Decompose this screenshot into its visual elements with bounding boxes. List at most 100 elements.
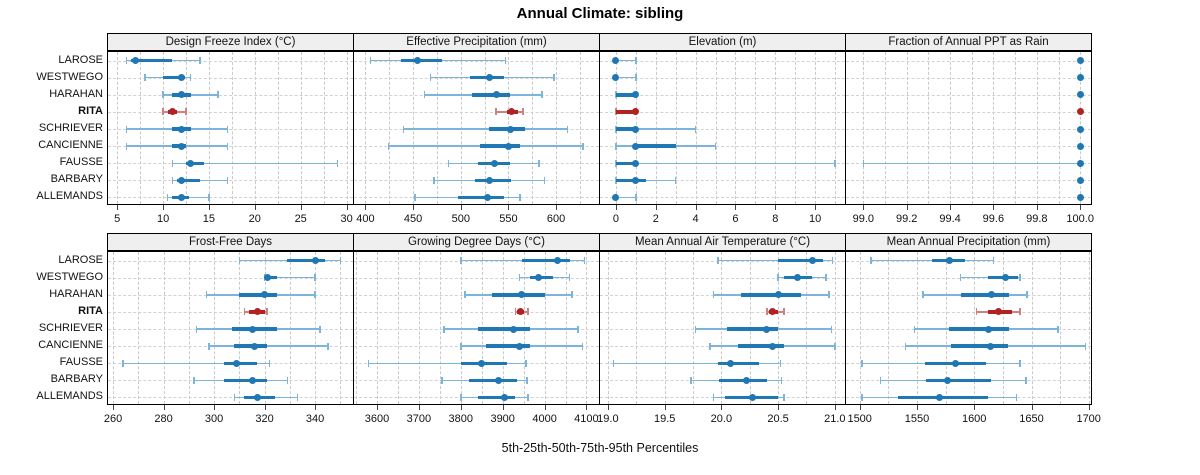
median-dot[interactable]: [248, 376, 256, 384]
axis-tick-label: 1600: [961, 413, 987, 425]
median-dot[interactable]: [774, 291, 782, 299]
whisker-cap: [870, 257, 872, 265]
median-dot[interactable]: [793, 274, 801, 282]
median-dot[interactable]: [253, 308, 261, 316]
median-dot[interactable]: [768, 342, 776, 350]
whisker-cap: [862, 159, 865, 167]
median-dot[interactable]: [1076, 193, 1084, 201]
whisker-cap: [527, 308, 529, 316]
median-dot[interactable]: [187, 159, 195, 167]
median-dot[interactable]: [414, 57, 422, 65]
median-dot[interactable]: [632, 176, 640, 184]
median-dot[interactable]: [726, 359, 734, 367]
median-dot[interactable]: [632, 142, 640, 150]
median-dot[interactable]: [944, 376, 952, 384]
axis-tick: [695, 205, 697, 210]
median-dot[interactable]: [945, 257, 953, 265]
vertical-gridline: [398, 252, 399, 404]
whisker-cap: [171, 159, 173, 167]
median-dot[interactable]: [484, 193, 491, 201]
median-dot[interactable]: [478, 359, 486, 367]
vertical-gridline: [586, 252, 588, 404]
median-dot[interactable]: [509, 325, 517, 333]
median-dot[interactable]: [612, 74, 620, 82]
vertical-gridline: [579, 52, 581, 204]
median-dot[interactable]: [1001, 274, 1009, 282]
median-dot[interactable]: [1076, 57, 1084, 65]
median-dot[interactable]: [177, 142, 185, 150]
median-dot[interactable]: [132, 57, 139, 65]
vertical-gridline: [835, 52, 836, 204]
median-dot[interactable]: [1076, 159, 1084, 167]
median-dot[interactable]: [534, 274, 542, 282]
axis-tick: [460, 205, 462, 210]
median-dot[interactable]: [233, 359, 241, 367]
median-dot[interactable]: [1076, 108, 1084, 116]
median-dot[interactable]: [952, 359, 960, 367]
median-dot[interactable]: [253, 393, 261, 401]
median-dot[interactable]: [632, 159, 640, 167]
median-dot[interactable]: [768, 308, 776, 316]
median-dot[interactable]: [1076, 176, 1084, 184]
median-dot[interactable]: [986, 342, 994, 350]
axis-tick-label: 99.2: [895, 213, 918, 225]
median-dot[interactable]: [490, 159, 498, 167]
median-dot[interactable]: [516, 308, 524, 316]
vertical-gridline: [163, 52, 165, 204]
median-dot[interactable]: [994, 308, 1002, 316]
median-dot[interactable]: [485, 74, 493, 82]
median-dot[interactable]: [248, 325, 256, 333]
median-dot[interactable]: [1076, 91, 1084, 99]
median-dot[interactable]: [506, 125, 514, 133]
median-dot[interactable]: [632, 91, 640, 99]
median-dot[interactable]: [168, 108, 176, 116]
median-dot[interactable]: [632, 108, 640, 116]
median-dot[interactable]: [177, 91, 185, 99]
median-dot[interactable]: [1076, 142, 1084, 150]
median-dot[interactable]: [261, 291, 269, 299]
median-dot[interactable]: [1076, 74, 1084, 82]
median-dot[interactable]: [612, 57, 620, 65]
interquartile-bar: [475, 178, 512, 183]
median-dot[interactable]: [263, 274, 271, 282]
whisker-cap: [233, 393, 235, 401]
median-dot[interactable]: [504, 142, 512, 150]
median-dot[interactable]: [936, 393, 944, 401]
median-dot[interactable]: [763, 325, 771, 333]
median-dot[interactable]: [177, 176, 185, 184]
median-dot[interactable]: [495, 376, 502, 384]
median-dot[interactable]: [507, 108, 515, 116]
median-dot[interactable]: [553, 257, 561, 265]
median-dot[interactable]: [311, 257, 319, 265]
axis-tick: [460, 405, 462, 410]
median-dot[interactable]: [485, 176, 493, 184]
median-dot[interactable]: [1076, 125, 1084, 133]
axis-tick: [413, 205, 415, 210]
horizontal-gridline: [108, 197, 353, 199]
median-dot[interactable]: [177, 74, 185, 82]
median-dot[interactable]: [632, 125, 640, 133]
median-dot[interactable]: [984, 325, 992, 333]
median-dot[interactable]: [808, 257, 816, 265]
median-dot[interactable]: [612, 193, 620, 201]
median-dot[interactable]: [742, 376, 750, 384]
median-dot[interactable]: [492, 91, 500, 99]
axis-tick: [974, 405, 976, 410]
axis-tick-label: 4100: [574, 413, 599, 425]
panel-strip: Effective Precipitation (mm): [353, 33, 600, 51]
vertical-gridline: [484, 52, 486, 204]
vertical-gridline: [806, 252, 808, 404]
whisker-cap: [1019, 308, 1021, 316]
median-dot[interactable]: [987, 291, 995, 299]
vertical-gridline: [917, 252, 918, 404]
median-dot[interactable]: [501, 393, 509, 401]
median-dot[interactable]: [251, 342, 258, 350]
median-dot[interactable]: [177, 125, 185, 133]
panel-plot-area: [107, 251, 354, 405]
median-dot[interactable]: [177, 193, 185, 201]
median-dot[interactable]: [515, 342, 523, 350]
panel-plot-area: [353, 51, 600, 205]
station-label-left-allemands: ALLEMANDS: [36, 190, 103, 203]
median-dot[interactable]: [518, 291, 525, 299]
median-dot[interactable]: [748, 393, 756, 401]
